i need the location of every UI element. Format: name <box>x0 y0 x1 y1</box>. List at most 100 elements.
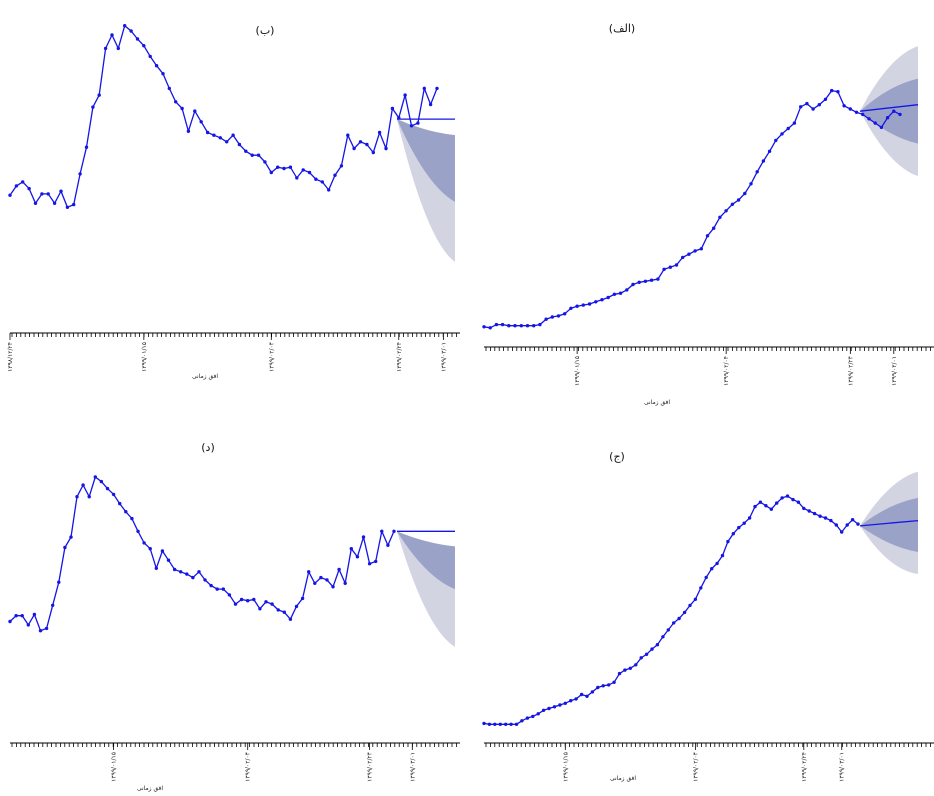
data-point <box>185 572 189 576</box>
data-point <box>742 521 746 525</box>
data-point <box>812 511 817 516</box>
data-point <box>637 280 641 284</box>
data-point <box>361 535 366 539</box>
data-point <box>662 267 666 271</box>
x-tick-label: ۱۳۹۹/۰۳/۰۱ <box>440 342 447 372</box>
data-point <box>227 593 232 597</box>
data-point <box>805 101 809 106</box>
data-point <box>193 109 197 113</box>
forecast-line <box>859 519 919 527</box>
data-point <box>59 189 63 193</box>
data-point <box>288 165 293 169</box>
data-point <box>488 326 492 330</box>
data-point <box>129 29 133 33</box>
data-point <box>850 518 855 522</box>
data-point <box>276 608 280 612</box>
data-point <box>199 120 203 124</box>
data-point <box>764 504 768 508</box>
data-point <box>105 486 110 491</box>
data-point <box>148 54 152 59</box>
data-point <box>705 234 710 238</box>
data-point <box>600 298 604 302</box>
data-point <box>91 105 95 109</box>
data-point <box>898 112 902 117</box>
data-point <box>93 475 98 479</box>
data-point <box>179 570 183 574</box>
data-point <box>514 722 519 726</box>
series-line <box>483 495 859 725</box>
data-point <box>124 510 128 514</box>
data-point <box>320 180 324 184</box>
data-point <box>715 561 719 566</box>
data-point <box>834 523 838 527</box>
data-point <box>221 587 225 591</box>
data-point <box>552 705 557 709</box>
x-tick-label: ۱۳۹۹/۰۲/۰۴ <box>268 342 275 372</box>
data-point <box>693 597 698 601</box>
data-point <box>672 621 676 625</box>
data-point <box>380 529 384 533</box>
data-point <box>601 684 605 688</box>
data-point <box>130 516 134 521</box>
data-point <box>14 614 18 618</box>
x-axis-label: افق زمانی <box>610 775 636 782</box>
data-point <box>63 545 67 550</box>
data-point <box>623 668 627 672</box>
data-point <box>892 109 896 113</box>
data-point <box>384 146 388 151</box>
data-point <box>111 492 116 497</box>
data-point <box>209 583 213 588</box>
data-point <box>775 501 779 505</box>
data-point <box>81 483 85 487</box>
data-point <box>617 671 622 676</box>
data-point <box>212 133 216 137</box>
data-point <box>116 46 121 51</box>
data-point <box>313 581 317 585</box>
data-point <box>225 140 229 144</box>
data-point <box>538 322 542 327</box>
data-point <box>885 116 890 120</box>
data-point <box>8 193 12 197</box>
x-tick-label: ۱۳۹۹/۰۲/۲۴ <box>367 752 374 782</box>
data-point <box>842 104 846 108</box>
data-point <box>349 547 353 551</box>
data-point <box>650 647 654 651</box>
x-tick-label: ۱۳۹۹/۰۱/۱۵ <box>574 356 581 386</box>
data-point <box>218 136 222 140</box>
inner-confidence-band <box>860 78 918 144</box>
data-point <box>710 567 714 571</box>
data-point <box>606 295 610 300</box>
panel-title: (الف) <box>609 22 635 35</box>
data-point <box>861 112 865 117</box>
data-point <box>737 525 741 530</box>
data-point <box>587 302 592 306</box>
data-point <box>726 539 730 544</box>
data-point <box>867 117 871 121</box>
data-point <box>854 110 859 115</box>
data-point <box>541 708 546 712</box>
data-point <box>118 501 122 506</box>
series-line <box>9 475 395 632</box>
data-point <box>791 497 795 502</box>
series-line <box>483 89 901 329</box>
data-point <box>720 553 725 558</box>
x-tick-label: ۱۳۹۹/۰۱/۱۵ <box>111 752 118 782</box>
data-point <box>331 585 335 589</box>
data-point <box>355 555 360 559</box>
data-point <box>264 600 268 604</box>
data-point <box>27 186 31 191</box>
data-point <box>237 142 242 147</box>
data-point <box>594 300 598 304</box>
data-point <box>550 315 554 319</box>
panel-title: (د) <box>201 441 215 454</box>
data-point <box>556 314 561 318</box>
data-point <box>525 716 530 720</box>
data-point <box>75 495 79 499</box>
data-point <box>20 614 24 618</box>
data-point <box>845 523 849 527</box>
data-point <box>799 105 803 109</box>
data-point <box>337 567 341 572</box>
x-tick-label: ۱۳۹۹/۰۱/۱۵ <box>562 752 569 782</box>
data-point <box>699 247 703 251</box>
data-point <box>569 699 573 703</box>
